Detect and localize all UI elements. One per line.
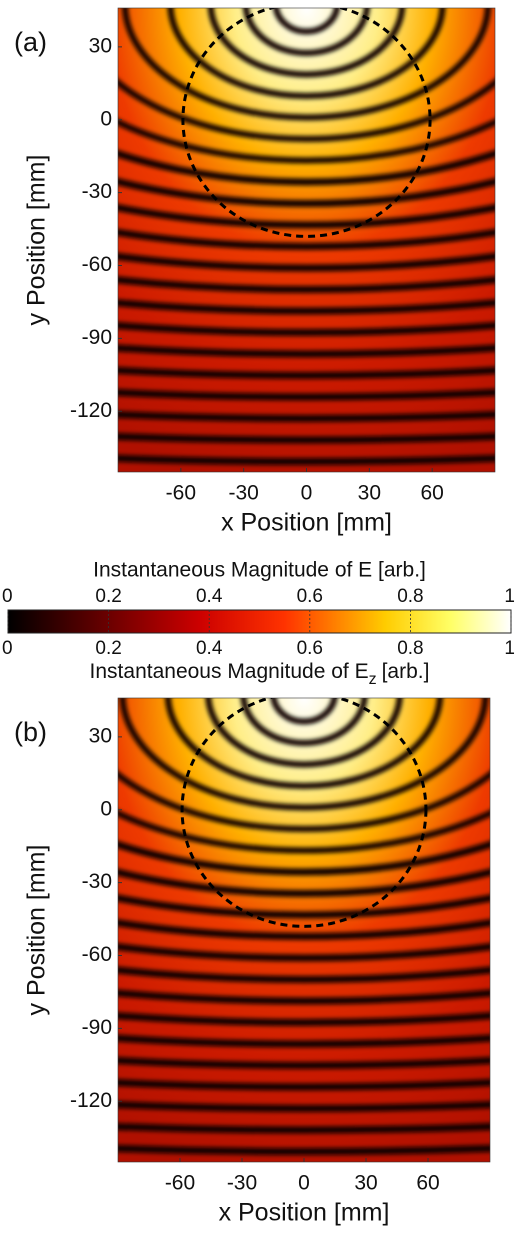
colorbar-label-bottom: Instantaneous Magnitude of Ez [arb.] xyxy=(90,660,430,689)
wavefront xyxy=(118,1100,490,1112)
y-axis-label: y Position [mm] xyxy=(23,845,51,1016)
x-axis-label: x Position [mm] xyxy=(219,1199,390,1227)
colorbar-label: Instantaneous Magnitude of E [arb.] xyxy=(93,559,426,582)
wavefront xyxy=(118,276,495,293)
lens-outline xyxy=(180,698,428,928)
y-tick-label: -120 xyxy=(70,1089,112,1112)
y-tick-label: -120 xyxy=(70,399,112,422)
colorbar-tick-label: 0.2 xyxy=(95,638,121,659)
colorbar-tick-label: 0.8 xyxy=(397,586,423,607)
wavefront xyxy=(118,1012,490,1026)
colorbar-tick-label: 0.6 xyxy=(297,586,323,607)
y-tick-label: -90 xyxy=(82,326,112,349)
colorbar xyxy=(7,609,512,634)
label-subscript: z xyxy=(369,671,377,688)
wavefront xyxy=(118,178,495,207)
colorbar-tick-label: 1 xyxy=(504,586,515,607)
colorbar-tick-label: 0.2 xyxy=(95,586,121,607)
lens-outline xyxy=(181,8,432,238)
wavefront xyxy=(118,118,495,164)
wavefront xyxy=(118,252,495,272)
wavefront xyxy=(205,698,403,768)
wavefront xyxy=(118,1144,490,1155)
x-tick-label: 60 xyxy=(416,1172,439,1195)
wavefront xyxy=(118,344,495,358)
wavefront xyxy=(118,919,490,940)
field xyxy=(118,698,490,1162)
wavefront xyxy=(118,366,495,379)
wavefront xyxy=(118,1123,490,1134)
y-tick-label: 0 xyxy=(100,797,112,820)
field xyxy=(118,8,495,472)
wavefront xyxy=(118,454,495,465)
y-tick-label: -30 xyxy=(82,180,112,203)
wavefront xyxy=(167,8,446,99)
wavefront xyxy=(118,228,495,250)
x-tick-label: 0 xyxy=(301,482,313,505)
x-tick-label: 30 xyxy=(358,482,381,505)
y-tick-label: 0 xyxy=(100,107,112,130)
wavefront xyxy=(118,943,490,962)
wavefront xyxy=(122,8,491,121)
wavefront xyxy=(272,8,341,35)
wavefront xyxy=(118,204,495,229)
colorbar-tick-label: 0.6 xyxy=(297,638,323,659)
x-tick-label: 60 xyxy=(420,482,443,505)
wavefront xyxy=(118,1056,490,1069)
y-tick-label: -60 xyxy=(82,943,112,966)
wavefront xyxy=(118,78,495,142)
wavefront xyxy=(118,1034,490,1048)
wavefront xyxy=(118,810,490,854)
x-tick-label: -30 xyxy=(228,482,258,505)
wavefront xyxy=(118,989,490,1005)
wavefront xyxy=(240,698,368,746)
wavefront xyxy=(118,868,490,897)
x-tick-label: 30 xyxy=(354,1172,377,1195)
wavefront xyxy=(118,966,490,983)
wavefront xyxy=(118,150,495,186)
y-tick-label: -60 xyxy=(82,253,112,276)
wavefronts xyxy=(118,8,495,465)
wavefront xyxy=(118,388,495,401)
colorbar-tick-label: 0 xyxy=(2,638,13,659)
colorbar-tick-label: 1 xyxy=(504,638,515,659)
y-tick-label: 30 xyxy=(89,724,112,747)
wavefront xyxy=(207,8,406,78)
wavefront xyxy=(118,840,490,876)
x-tick-label: 0 xyxy=(298,1172,310,1195)
y-tick-label: -30 xyxy=(82,870,112,893)
wavefront xyxy=(118,1078,490,1091)
x-axis-label: x Position [mm] xyxy=(221,509,392,537)
wavefront xyxy=(119,698,489,811)
colorbar-tick-label: 0.8 xyxy=(397,638,423,659)
wavefront xyxy=(164,698,444,789)
colorbar-tick-label: 0 xyxy=(2,586,13,607)
y-axis-label: y Position [mm] xyxy=(23,155,51,326)
label-unit: [arb.] xyxy=(382,660,430,683)
wavefront xyxy=(118,770,490,832)
panel-label: (a) xyxy=(14,27,47,57)
x-tick-label: -30 xyxy=(227,1172,257,1195)
wavefront xyxy=(118,432,495,444)
y-tick-label: 30 xyxy=(89,34,112,57)
wavefront xyxy=(242,8,371,56)
wavefront xyxy=(118,894,490,919)
wavefront xyxy=(270,698,338,725)
colorbar-tick-label: 0.4 xyxy=(196,638,223,659)
y-tick-label: -90 xyxy=(82,1016,112,1039)
panel-label: (b) xyxy=(14,717,47,747)
wavefront xyxy=(118,299,495,315)
wavefront xyxy=(118,410,495,422)
wavefronts xyxy=(118,698,490,1155)
x-tick-label: -60 xyxy=(166,482,196,505)
wavefront xyxy=(118,321,495,336)
colorbar-tick-label: 0.4 xyxy=(196,586,223,607)
x-tick-label: -60 xyxy=(165,1172,195,1195)
label-main: Instantaneous Magnitude of E xyxy=(90,660,369,683)
